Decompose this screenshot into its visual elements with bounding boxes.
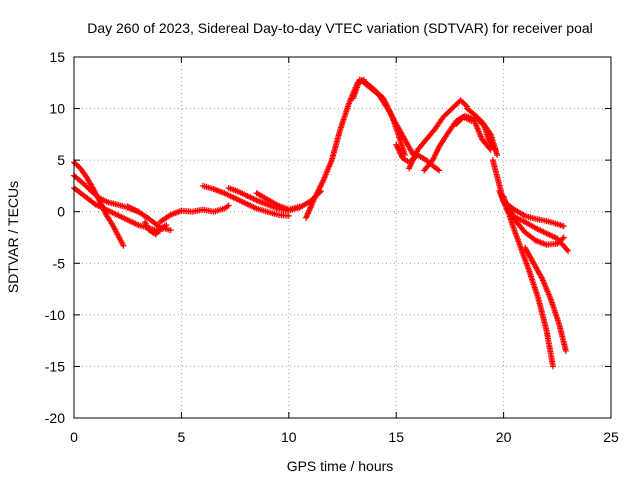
data-points bbox=[71, 76, 572, 370]
series-arc-early-4 bbox=[124, 203, 174, 234]
data-point bbox=[560, 234, 567, 241]
series-arc-peak-2 bbox=[358, 77, 417, 158]
x-tick-label: 0 bbox=[70, 429, 78, 445]
data-point bbox=[163, 222, 170, 229]
series-arc-morning-3 bbox=[253, 190, 303, 213]
grid bbox=[74, 57, 611, 418]
chart-title: Day 260 of 2023, Sidereal Day-to-day VTE… bbox=[87, 20, 593, 36]
data-point bbox=[550, 363, 557, 370]
data-point bbox=[285, 212, 292, 219]
y-tick-label: 5 bbox=[57, 152, 65, 168]
plot-frame bbox=[73, 56, 612, 419]
series-arc-afternoon-6 bbox=[474, 115, 499, 153]
y-tick-label: -10 bbox=[45, 307, 65, 323]
y-tick-label: 10 bbox=[49, 101, 65, 117]
series-arc-early-5 bbox=[141, 219, 170, 238]
series-arc-midday bbox=[156, 202, 232, 226]
series-arc-late-3 bbox=[500, 198, 567, 230]
series-arc-morning-1 bbox=[199, 182, 292, 219]
series-arc-afternoon-3 bbox=[421, 113, 475, 174]
x-axis-label: GPS time / hours bbox=[287, 458, 394, 474]
series-arc-rise bbox=[302, 76, 367, 221]
axes: 0 5 10 15 20 25 -20 -15 -10 -5 0 5 10 15 bbox=[45, 49, 619, 445]
y-tick-label: -20 bbox=[45, 410, 65, 426]
x-tick-label: 5 bbox=[178, 429, 186, 445]
data-point bbox=[563, 246, 570, 253]
y-tick-label: 0 bbox=[57, 204, 65, 220]
series-arc-early-1 bbox=[71, 159, 127, 249]
data-point bbox=[436, 167, 443, 174]
data-point bbox=[492, 146, 499, 153]
data-point bbox=[494, 151, 501, 158]
x-tick-label: 20 bbox=[496, 429, 512, 445]
data-point bbox=[462, 102, 469, 109]
series-arc-afternoon-2 bbox=[406, 97, 471, 172]
data-point bbox=[559, 235, 566, 242]
series-arc-late-5 bbox=[522, 244, 569, 354]
y-tick-label: 15 bbox=[49, 49, 65, 65]
data-point bbox=[560, 223, 567, 230]
y-axis-label: SDTVAR / TECUs bbox=[5, 181, 21, 293]
data-point bbox=[120, 242, 127, 249]
data-point bbox=[225, 202, 232, 209]
y-tick-label: -5 bbox=[53, 255, 66, 271]
x-tick-label: 10 bbox=[281, 429, 297, 445]
data-point bbox=[565, 247, 572, 254]
data-point bbox=[562, 347, 569, 354]
y-tick-label: -15 bbox=[45, 358, 65, 374]
x-tick-label: 25 bbox=[603, 429, 619, 445]
x-tick-label: 15 bbox=[388, 429, 404, 445]
data-point bbox=[296, 203, 303, 210]
series-arc-late-4 bbox=[500, 193, 557, 370]
data-point bbox=[167, 227, 174, 234]
